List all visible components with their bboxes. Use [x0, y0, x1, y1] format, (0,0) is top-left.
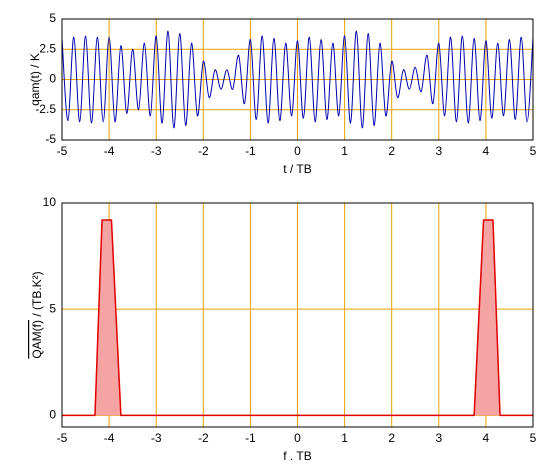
x-tick-label: 2	[388, 144, 395, 158]
x-tick-label: 4	[483, 144, 490, 158]
x-tick-label: 3	[435, 144, 442, 158]
x-tick-label: -4	[104, 431, 115, 445]
y-axis-label-text: qam(t) / K	[28, 53, 42, 106]
y-tick-label: 0	[49, 407, 56, 421]
x-axis-label: t / TB	[283, 162, 311, 176]
y-tick-label: 0	[49, 72, 56, 86]
x-tick-label: 1	[341, 144, 348, 158]
plot-border	[61, 202, 534, 428]
y-axis-label-overline: QAM(f)	[30, 320, 44, 359]
y-axis-label: qam(t) / K	[28, 53, 42, 106]
x-tick-label: 5	[530, 431, 537, 445]
x-tick-label: 2	[388, 431, 395, 445]
x-tick-label: -5	[57, 431, 68, 445]
x-tick-label: 3	[435, 431, 442, 445]
y-tick-label: 10	[43, 195, 57, 209]
signal-line	[61, 30, 534, 129]
x-tick-label: -2	[198, 144, 209, 158]
y-tick-label: 5	[49, 11, 56, 25]
y-tick-label: 2.5	[39, 41, 56, 55]
x-tick-label: 5	[530, 144, 537, 158]
x-tick-label: 4	[483, 431, 490, 445]
y-axis-label: QAM(f) / (TB.K²)	[30, 271, 44, 358]
x-tick-label: -5	[57, 144, 68, 158]
x-tick-label: -2	[198, 431, 209, 445]
x-tick-label: -3	[151, 431, 162, 445]
x-tick-label: 1	[341, 431, 348, 445]
x-axis-label: f . TB	[283, 449, 311, 463]
x-tick-label: -1	[245, 144, 256, 158]
y-tick-label: -2.5	[35, 102, 56, 116]
spectrum-area	[62, 219, 533, 416]
spectrum-line	[62, 219, 533, 417]
y-axis-label-text: / (TB.K²)	[30, 271, 44, 320]
x-tick-label: -1	[245, 431, 256, 445]
y-tick-label: -5	[45, 132, 56, 146]
plot-border	[61, 18, 534, 141]
y-tick-label: 5	[49, 301, 56, 315]
x-tick-label: 0	[294, 431, 301, 445]
x-tick-label: 0	[294, 144, 301, 158]
x-tick-label: -4	[104, 144, 115, 158]
x-tick-label: -3	[151, 144, 162, 158]
